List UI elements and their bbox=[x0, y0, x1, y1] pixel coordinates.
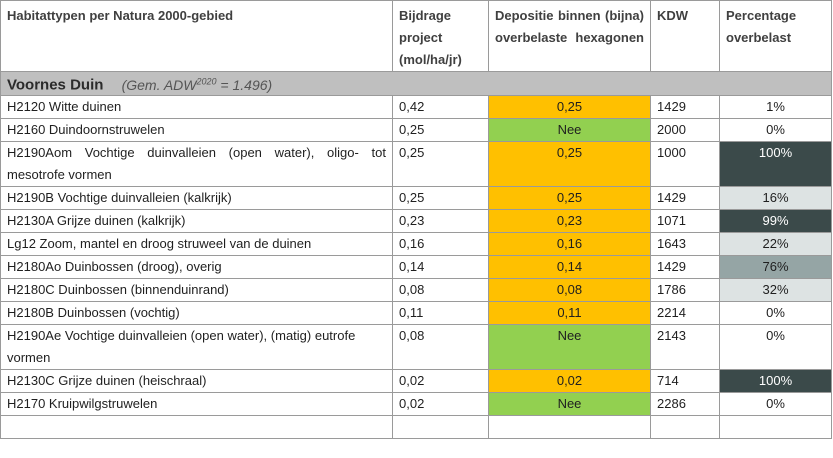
table-row: H2180Ao Duinbossen (droog), overig 0,14 … bbox=[0, 254, 832, 279]
percentage-cell: 100% bbox=[719, 140, 832, 187]
depositie-cell: 0,02 bbox=[488, 368, 651, 393]
percentage-cell: 0% bbox=[719, 300, 832, 325]
table-row: H2180C Duinbossen (binnenduinrand) 0,08 … bbox=[0, 277, 832, 302]
section-note-suffix: = 1.496) bbox=[216, 76, 273, 93]
header-depositie: Depositie binnen (bijna) overbelaste hex… bbox=[488, 0, 651, 72]
section-name: Voornes Duin bbox=[7, 76, 104, 94]
habitat-cell: H2190Aom Vochtige duinvalleien (open wat… bbox=[0, 140, 393, 187]
habitat-cell: H2130C Grijze duinen (heischraal) bbox=[0, 368, 393, 393]
kdw-cell: 2286 bbox=[650, 391, 720, 416]
header-bijdrage: Bijdrage project (mol/ha/jr) bbox=[392, 0, 489, 72]
table-row: H2130A Grijze duinen (kalkrijk) 0,23 0,2… bbox=[0, 208, 832, 233]
bijdrage-cell: 0,23 bbox=[392, 208, 489, 233]
kdw-cell: 1643 bbox=[650, 231, 720, 256]
section-note-sup: 2020 bbox=[196, 76, 217, 86]
table-row: H2190B Vochtige duinvalleien (kalkrijk) … bbox=[0, 185, 832, 210]
kdw-cell: 2000 bbox=[650, 117, 720, 142]
depositie-cell: 0,16 bbox=[488, 231, 651, 256]
depositie-cell: 0,23 bbox=[488, 208, 651, 233]
bijdrage-cell: 0,14 bbox=[392, 254, 489, 279]
empty-cell bbox=[719, 414, 832, 439]
depositie-cell: 0,11 bbox=[488, 300, 651, 325]
header-row: Habitattypen per Natura 2000-gebied Bijd… bbox=[0, 0, 832, 72]
habitat-cell: H2130A Grijze duinen (kalkrijk) bbox=[0, 208, 393, 233]
bijdrage-cell: 0,02 bbox=[392, 391, 489, 416]
header-kdw: KDW bbox=[650, 0, 720, 72]
empty-cell bbox=[0, 414, 393, 439]
section-row: Voornes Duin (Gem. ADW2020 = 1.496) bbox=[0, 71, 832, 96]
kdw-cell: 1429 bbox=[650, 254, 720, 279]
depositie-cell: Nee bbox=[488, 391, 651, 416]
header-habitat: Habitattypen per Natura 2000-gebied bbox=[0, 0, 393, 72]
section-cell: Voornes Duin (Gem. ADW2020 = 1.496) bbox=[0, 71, 832, 96]
depositie-cell: 0,25 bbox=[488, 185, 651, 210]
depositie-cell: 0,08 bbox=[488, 277, 651, 302]
habitat-cell: H2120 Witte duinen bbox=[0, 94, 393, 119]
percentage-cell: 0% bbox=[719, 391, 832, 416]
table-row: H2180B Duinbossen (vochtig) 0,11 0,11 22… bbox=[0, 300, 832, 325]
habitat-cell: H2180B Duinbossen (vochtig) bbox=[0, 300, 393, 325]
section-note: (Gem. ADW2020 = 1.496) bbox=[121, 76, 273, 93]
kdw-cell: 714 bbox=[650, 368, 720, 393]
bijdrage-cell: 0,25 bbox=[392, 140, 489, 187]
table-row: Lg12 Zoom, mantel en droog struweel van … bbox=[0, 231, 832, 256]
bijdrage-cell: 0,16 bbox=[392, 231, 489, 256]
bijdrage-cell: 0,25 bbox=[392, 185, 489, 210]
kdw-cell: 1429 bbox=[650, 185, 720, 210]
table-row: H2130C Grijze duinen (heischraal) 0,02 0… bbox=[0, 368, 832, 393]
kdw-cell: 1071 bbox=[650, 208, 720, 233]
bijdrage-cell: 0,08 bbox=[392, 277, 489, 302]
depositie-cell: Nee bbox=[488, 117, 651, 142]
bijdrage-cell: 0,02 bbox=[392, 368, 489, 393]
depositie-cell: 0,25 bbox=[488, 94, 651, 119]
percentage-cell: 76% bbox=[719, 254, 832, 279]
kdw-cell: 1429 bbox=[650, 94, 720, 119]
header-percentage: Percentage overbelast bbox=[719, 0, 832, 72]
habitat-cell: Lg12 Zoom, mantel en droog struweel van … bbox=[0, 231, 393, 256]
bijdrage-cell: 0,11 bbox=[392, 300, 489, 325]
empty-cell bbox=[650, 414, 720, 439]
depositie-cell: 0,25 bbox=[488, 140, 651, 187]
empty-cell bbox=[392, 414, 489, 439]
percentage-cell: 0% bbox=[719, 323, 832, 370]
table-row: H2120 Witte duinen 0,42 0,25 1429 1% bbox=[0, 94, 832, 119]
habitat-cell: H2170 Kruipwilgstruwelen bbox=[0, 391, 393, 416]
depositie-cell: Nee bbox=[488, 323, 651, 370]
section-note-prefix: (Gem. ADW bbox=[121, 76, 197, 93]
percentage-cell: 1% bbox=[719, 94, 832, 119]
empty-cell bbox=[488, 414, 651, 439]
table-row: H2190Ae Vochtige duinvalleien (open wate… bbox=[0, 323, 832, 370]
percentage-cell: 16% bbox=[719, 185, 832, 210]
habitat-cell: H2190B Vochtige duinvalleien (kalkrijk) bbox=[0, 185, 393, 210]
percentage-cell: 0% bbox=[719, 117, 832, 142]
percentage-cell: 22% bbox=[719, 231, 832, 256]
kdw-cell: 1786 bbox=[650, 277, 720, 302]
percentage-cell: 32% bbox=[719, 277, 832, 302]
table-row: H2170 Kruipwilgstruwelen 0,02 Nee 2286 0… bbox=[0, 391, 832, 416]
bijdrage-cell: 0,25 bbox=[392, 117, 489, 142]
habitat-cell: H2190Ae Vochtige duinvalleien (open wate… bbox=[0, 323, 393, 370]
bijdrage-cell: 0,42 bbox=[392, 94, 489, 119]
percentage-cell: 100% bbox=[719, 368, 832, 393]
depositie-cell: 0,14 bbox=[488, 254, 651, 279]
kdw-cell: 2143 bbox=[650, 323, 720, 370]
bijdrage-cell: 0,08 bbox=[392, 323, 489, 370]
kdw-cell: 1000 bbox=[650, 140, 720, 187]
empty-row bbox=[0, 414, 832, 439]
habitat-cell: H2160 Duindoornstruwelen bbox=[0, 117, 393, 142]
table-row: H2160 Duindoornstruwelen 0,25 Nee 2000 0… bbox=[0, 117, 832, 142]
kdw-cell: 2214 bbox=[650, 300, 720, 325]
table-row: H2190Aom Vochtige duinvalleien (open wat… bbox=[0, 140, 832, 187]
habitat-cell: H2180Ao Duinbossen (droog), overig bbox=[0, 254, 393, 279]
natura-2000-table: Habitattypen per Natura 2000-gebied Bijd… bbox=[0, 0, 832, 439]
habitat-cell: H2180C Duinbossen (binnenduinrand) bbox=[0, 277, 393, 302]
percentage-cell: 99% bbox=[719, 208, 832, 233]
